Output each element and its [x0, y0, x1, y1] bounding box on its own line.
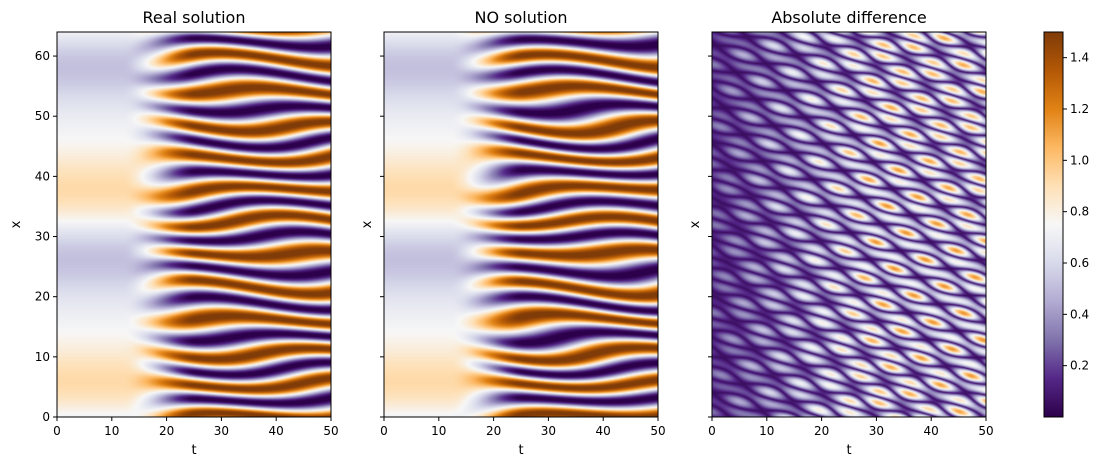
- axes-frame: [711, 31, 987, 418]
- x-tick-label: 30: [869, 424, 884, 438]
- y-axis-label: x: [688, 220, 703, 228]
- colorbar: 0.2 0.4 0.6 0.8 1.0 1.2 1.4: [1043, 31, 1089, 418]
- x-tick-label: 20: [159, 424, 174, 438]
- heatmap-image: [57, 32, 331, 417]
- heatmap-image: [712, 32, 986, 417]
- x-axis-label: t: [846, 443, 851, 458]
- x-tick-label: 20: [814, 424, 829, 438]
- subplot-title: NO solution: [474, 8, 567, 27]
- y-tick-label: 10: [35, 350, 50, 364]
- subplot-3: Absolute difference 0 10 20 30 40 50 t x: [688, 8, 994, 458]
- axes-frame: [383, 31, 659, 418]
- subplot-2: NO solution 0 10 20 30 40 50 t x: [360, 8, 666, 458]
- subplot-title: Real solution: [143, 8, 246, 27]
- subplot-title: Absolute difference: [771, 8, 926, 27]
- x-tick-label: 40: [924, 424, 939, 438]
- y-axis-label: x: [360, 220, 375, 228]
- colorbar-tick-label: 0.2: [1070, 359, 1089, 373]
- x-tick-label: 30: [214, 424, 229, 438]
- x-tick-label: 50: [323, 424, 338, 438]
- x-tick-label: 0: [708, 424, 716, 438]
- y-tick-label: 30: [35, 230, 50, 244]
- x-tick-label: 50: [650, 424, 665, 438]
- colorbar-tick-label: 0.8: [1070, 205, 1089, 219]
- subplot-1: Real solution 0 10 20 30 40 50 0 10 20 30 40 50 60 t x: [9, 8, 339, 458]
- colorbar-tick-label: 0.6: [1070, 256, 1089, 270]
- x-tick-label: 20: [486, 424, 501, 438]
- y-tick-label: 40: [35, 169, 50, 183]
- x-tick-label: 0: [53, 424, 61, 438]
- y-tick-label: 0: [42, 410, 50, 424]
- y-axis-label: x: [9, 220, 24, 228]
- colorbar-tick-label: 0.4: [1070, 307, 1089, 321]
- x-tick-label: 10: [431, 424, 446, 438]
- x-axis-label: t: [191, 443, 196, 458]
- axes-frame: [56, 31, 332, 418]
- x-tick-label: 40: [269, 424, 284, 438]
- y-tick-label: 20: [35, 290, 50, 304]
- colorbar-tick-label: 1.2: [1070, 102, 1089, 116]
- colorbar-tick-label: 1.4: [1070, 51, 1089, 65]
- x-tick-label: 10: [759, 424, 774, 438]
- colorbar-tick-label: 1.0: [1070, 153, 1089, 167]
- x-tick-label: 0: [380, 424, 388, 438]
- x-tick-label: 50: [978, 424, 993, 438]
- y-tick-label: 60: [35, 49, 50, 63]
- heatmap-image: [384, 32, 658, 417]
- colorbar-gradient: [1043, 31, 1064, 418]
- y-tick-label: 50: [35, 109, 50, 123]
- x-tick-label: 40: [596, 424, 611, 438]
- x-tick-label: 10: [104, 424, 119, 438]
- x-tick-label: 30: [541, 424, 556, 438]
- x-axis-label: t: [518, 443, 523, 458]
